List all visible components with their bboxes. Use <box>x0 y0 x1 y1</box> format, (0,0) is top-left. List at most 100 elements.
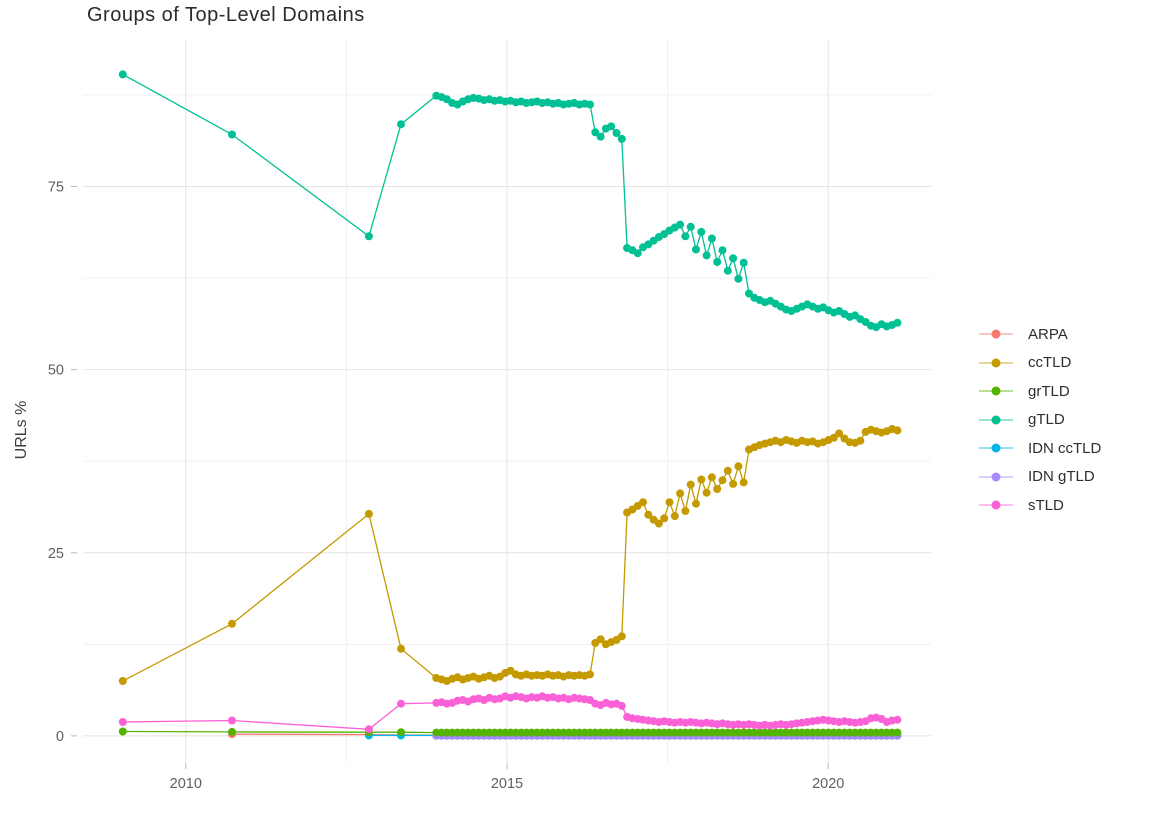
data-point-cctld <box>723 466 732 475</box>
legend-label: IDN ccTLD <box>1028 439 1102 457</box>
data-point-gtld <box>118 70 127 79</box>
data-point-gtld <box>893 318 902 327</box>
legend-key-icon <box>979 358 1013 368</box>
legend-label: ARPA <box>1028 325 1068 343</box>
legend-item-arpa: ARPA <box>978 320 1101 349</box>
data-point-cctld <box>739 478 748 487</box>
data-point-cctld <box>596 635 605 644</box>
legend-label: ccTLD <box>1028 354 1072 372</box>
y-tick-label: 50 <box>48 363 64 379</box>
data-point-cctld <box>660 514 669 523</box>
data-point-cctld <box>617 632 626 641</box>
data-point-cctld <box>644 510 653 519</box>
legend-key-icon <box>979 415 1013 425</box>
data-point-cctld <box>654 519 663 528</box>
data-point-cctld <box>893 426 902 435</box>
data-point-gtld <box>729 254 738 263</box>
series-line-cctld <box>122 428 898 682</box>
data-point-cctld <box>228 619 236 628</box>
data-point-stld <box>118 718 127 726</box>
data-point-gtld <box>612 129 621 137</box>
data-point-stld <box>228 716 236 725</box>
legend-label: IDN gTLD <box>1028 468 1095 486</box>
data-point-cctld <box>586 670 594 679</box>
data-point-cctld <box>697 475 706 484</box>
data-point-gtld <box>692 245 700 254</box>
data-point-cctld <box>707 473 716 482</box>
data-point-grtld <box>893 728 902 737</box>
y-tick-label: 75 <box>48 180 64 196</box>
legend-key-icon <box>979 500 1013 510</box>
data-point-stld <box>364 725 373 734</box>
data-point-grtld <box>118 727 127 736</box>
x-tick-label: 2020 <box>812 776 844 792</box>
data-point-cctld <box>713 485 722 493</box>
data-point-gtld <box>723 266 732 275</box>
data-point-gtld <box>228 130 236 139</box>
data-point-cctld <box>734 462 743 471</box>
data-point-gtld <box>707 234 716 243</box>
data-point-gtld <box>702 251 711 260</box>
legend-label: sTLD <box>1028 496 1064 514</box>
x-tick-label: 2010 <box>170 776 202 792</box>
legend-label: grTLD <box>1028 382 1070 400</box>
data-point-cctld <box>118 677 127 685</box>
legend-item-gtld: gTLD <box>978 406 1101 435</box>
data-point-gtld <box>718 246 727 255</box>
data-point-grtld <box>397 728 405 737</box>
data-point-cctld <box>681 507 690 515</box>
y-tick-label: 0 <box>56 729 64 745</box>
data-point-grtld <box>228 727 236 736</box>
data-point-cctld <box>364 509 373 518</box>
legend-key-icon <box>979 443 1013 453</box>
data-point-cctld <box>729 479 738 488</box>
legend-item-cctld: ccTLD <box>978 349 1101 378</box>
data-point-cctld <box>692 499 700 508</box>
y-tick-label: 25 <box>48 546 64 562</box>
data-point-gtld <box>745 289 753 298</box>
data-point-cctld <box>702 488 711 497</box>
data-point-cctld <box>397 644 405 653</box>
legend-key-icon <box>979 386 1013 396</box>
data-point-gtld <box>591 128 600 137</box>
data-point-gtld <box>734 274 743 283</box>
data-point-gtld <box>617 134 626 143</box>
x-tick-label: 2015 <box>491 776 523 792</box>
data-point-gtld <box>681 232 690 241</box>
data-point-gtld <box>596 132 605 141</box>
data-point-cctld <box>676 489 685 498</box>
data-point-gtld <box>686 222 695 231</box>
series-line-gtld <box>122 73 898 328</box>
data-point-gtld <box>739 258 748 267</box>
legend-item-grtld: grTLD <box>978 377 1101 406</box>
legend: ARPA ccTLD grTLD gTLD IDN ccTLD IDN gTLD sTLD <box>978 320 1101 520</box>
data-point-cctld <box>670 512 679 521</box>
data-point-cctld <box>835 429 844 438</box>
legend-label: gTLD <box>1028 411 1065 429</box>
legend-key-icon <box>979 329 1013 339</box>
data-point-stld <box>617 701 626 710</box>
data-point-gtld <box>397 120 405 129</box>
data-point-cctld <box>829 433 838 442</box>
chart-title: Groups of Top-Level Domains <box>87 4 365 26</box>
legend-item-idn-cctld: IDN ccTLD <box>978 434 1101 463</box>
data-point-cctld <box>686 480 695 489</box>
data-point-gtld <box>697 227 706 236</box>
legend-item-stld: sTLD <box>978 491 1101 520</box>
data-point-gtld <box>633 249 642 258</box>
data-point-gtld <box>713 258 722 266</box>
data-point-cctld <box>639 498 647 507</box>
legend-item-idn-gtld: IDN gTLD <box>978 463 1101 492</box>
data-point-cctld <box>665 498 674 507</box>
legend-key-icon <box>979 472 1013 482</box>
data-point-gtld <box>364 232 373 241</box>
data-point-gtld <box>586 100 594 109</box>
data-point-stld <box>893 715 902 724</box>
data-point-gtld <box>607 122 616 131</box>
data-point-gtld <box>676 220 685 229</box>
data-point-cctld <box>856 436 865 445</box>
data-point-cctld <box>718 476 727 485</box>
y-axis-title: URLs % <box>13 400 30 460</box>
